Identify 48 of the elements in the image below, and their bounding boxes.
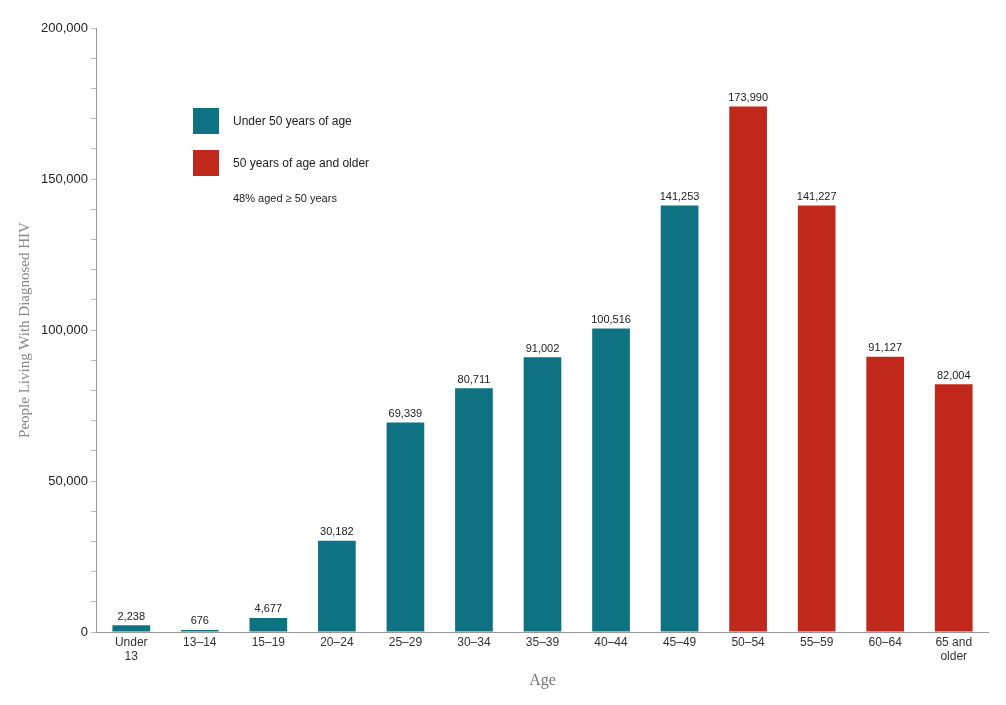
bar [592,328,630,632]
data-label: 173,990 [728,91,768,104]
bar [523,357,562,632]
x-tick-label: 45–49 [662,634,697,649]
bar [386,422,425,632]
data-label: 91,002 [525,341,560,354]
bar [455,388,493,632]
y-tick-label: 50,000 [48,472,88,488]
x-tick-label: 30–34 [457,634,491,649]
annotation: 48% aged ≥ 50 years [233,192,338,204]
x-tick-label: 50–54 [731,634,766,649]
bar [797,205,836,632]
bar [318,540,356,632]
x-tick-label: Under 13 [114,634,148,663]
data-label: 2,238 [117,609,146,622]
data-label: 82,004 [936,368,971,381]
data-label: 141,253 [659,189,700,202]
data-label: 30,182 [320,525,354,538]
x-tick-label: 15–19 [251,634,286,649]
bar [660,205,699,632]
x-tick-label: 13–14 [183,634,217,649]
x-tick-label: 40–44 [594,634,629,649]
data-label: 80,711 [457,372,491,385]
y-tick-label: 150,000 [40,170,88,186]
legend-label: Under 50 years of age [233,114,352,128]
bar [934,384,973,632]
x-axis-title: Age [529,670,556,689]
x-tick-label: 55–59 [799,634,834,649]
x-tick-label: 35–39 [525,634,560,649]
y-tick-label: 100,000 [40,321,88,337]
x-tick-label: 65 and older [935,634,973,663]
data-label: 141,227 [796,190,837,203]
bar [112,625,151,632]
data-label: 100,516 [591,312,631,325]
x-tick-label: 20–24 [320,634,354,649]
legend-label: 50 years of age and older [233,156,370,170]
data-label: 676 [190,614,209,627]
x-tick-label: 60–64 [868,634,903,649]
y-axis-title: People Living With Diagnosed HIV [15,221,32,438]
y-tick-label: 200,000 [40,19,88,35]
bar [866,356,905,632]
data-label: 91,127 [868,341,903,354]
data-label: 4,677 [254,602,283,615]
x-tick-label: 25–29 [388,634,423,649]
y-tick-label: 0 [80,623,88,639]
bar [249,617,288,632]
bar [729,106,767,632]
data-label: 69,339 [388,407,423,420]
